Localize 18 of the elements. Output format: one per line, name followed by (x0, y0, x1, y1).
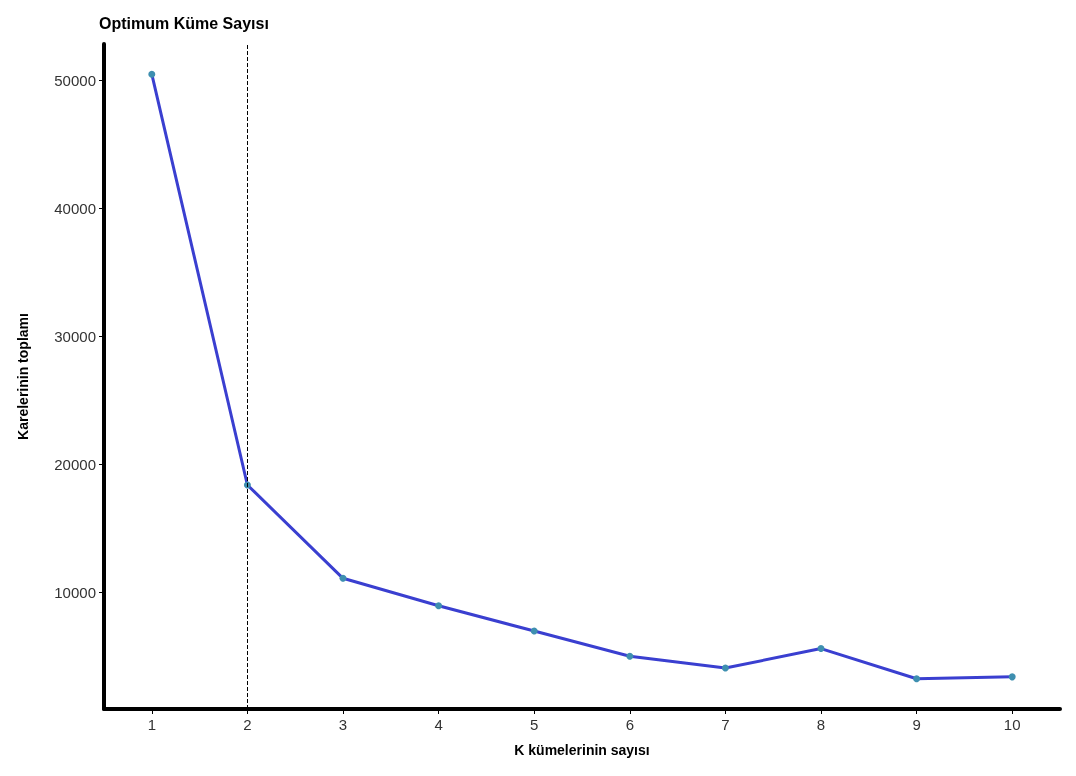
x-tick-label: 3 (338, 716, 348, 733)
x-tick-label: 8 (816, 716, 826, 733)
x-tick-label: 7 (721, 716, 730, 733)
x-axis-title: K kümelerinin sayısı (514, 742, 650, 758)
x-tick-label: 6 (625, 716, 634, 733)
x-tick-label: 5 (530, 716, 539, 733)
y-axis-title: Karelerinin toplamı (15, 313, 31, 440)
y-tick-label: 30000 (54, 327, 96, 345)
y-tick-label: 50000 (54, 71, 96, 89)
x-tick-label: 10 (1003, 716, 1021, 733)
x-tick-label: 4 (434, 716, 443, 733)
x-tick-label: 1 (147, 716, 156, 733)
y-tick-label: 20000 (54, 455, 96, 473)
x-tick-label: 9 (912, 716, 921, 733)
y-tick-label: 10000 (54, 583, 96, 601)
y-tick-label: 40000 (54, 199, 96, 217)
x-tick-label: 2 (243, 716, 252, 733)
chart-title: Optimum Küme Sayısı (99, 14, 269, 32)
